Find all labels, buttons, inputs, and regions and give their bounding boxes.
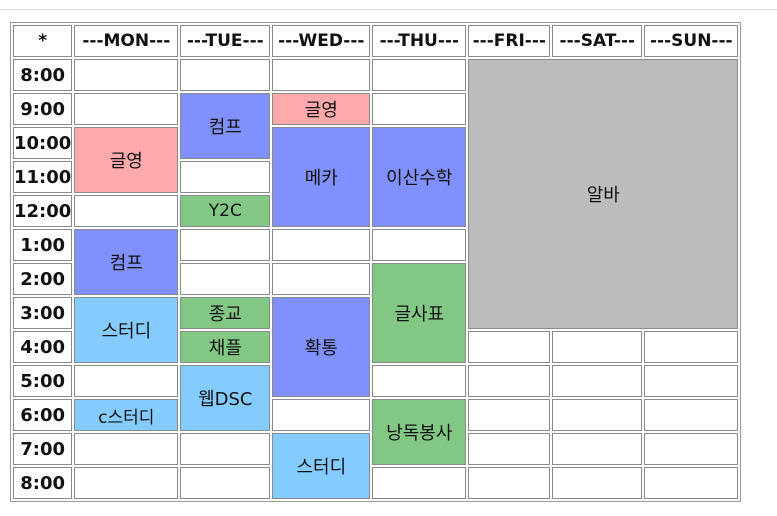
empty-cell: [272, 399, 371, 431]
time-row: 5:00 웹DSC: [13, 365, 739, 431]
day-header-tue: ---TUE---: [180, 25, 271, 57]
event-tue-keompeu: 컴프: [180, 93, 271, 159]
empty-cell: [372, 93, 467, 125]
empty-cell: [372, 59, 467, 91]
empty-cell: [180, 433, 271, 465]
corner-cell: *: [13, 25, 73, 57]
empty-cell: [372, 229, 467, 261]
time-label: 8:00: [13, 59, 73, 91]
day-header-sun: ---SUN---: [644, 25, 739, 57]
time-label: 10:00: [13, 127, 73, 159]
time-row: 9:00 컴프 글영: [13, 93, 738, 159]
day-header-fri: ---FRI---: [468, 25, 551, 57]
empty-cell: [180, 467, 271, 499]
empty-cell: [74, 195, 179, 227]
timetable: * ---MON--- ---TUE--- ---WED--- ---THU--…: [10, 22, 742, 502]
time-row: 8:00: [13, 467, 739, 499]
time-label: 4:00: [13, 331, 73, 363]
empty-cell: [372, 365, 467, 397]
day-header-sat: ---SAT---: [552, 25, 643, 57]
time-label: 9:00: [13, 93, 73, 125]
time-row: 2:00 글사표: [13, 263, 738, 363]
event-thu-nangdok: 낭독봉사: [372, 399, 467, 465]
event-wed-hwaktong: 확통: [272, 297, 371, 397]
empty-cell: [468, 365, 551, 397]
event-mon-seuteodi: 스터디: [74, 297, 179, 363]
event-tue-chaepeul: 채플: [180, 331, 271, 363]
day-header-thu: ---THU---: [372, 25, 467, 57]
empty-cell: [74, 433, 179, 465]
empty-cell: [272, 229, 371, 261]
event-tue-webdsc: 웹DSC: [180, 365, 271, 431]
event-thu-isansuhak: 이산수학: [372, 127, 467, 227]
empty-cell: [644, 331, 739, 363]
event-wed-geulyeong: 글영: [272, 93, 371, 125]
time-row: 4:00 채플: [13, 331, 739, 363]
empty-cell: [180, 161, 271, 193]
time-row: 12:00 Y2C: [13, 195, 738, 227]
event-thu-geulsapyo: 글사표: [372, 263, 467, 363]
empty-cell: [644, 365, 739, 397]
event-mon-cseuteodi: c스터디: [74, 399, 179, 431]
time-label: 2:00: [13, 263, 73, 295]
time-row: 11:00: [13, 161, 738, 193]
page-top-divider: [0, 9, 777, 10]
empty-cell: [644, 467, 739, 499]
event-wed-seuteodi: 스터디: [272, 433, 371, 499]
event-wed-meka: 메카: [272, 127, 371, 227]
empty-cell: [372, 467, 467, 499]
time-row: 3:00 스터디 종교 확통: [13, 297, 738, 397]
empty-cell: [74, 59, 179, 91]
event-tue-y2c: Y2C: [180, 195, 271, 227]
empty-cell: [180, 263, 271, 295]
empty-cell: [272, 263, 371, 295]
event-tue-jonggyo: 종교: [180, 297, 271, 329]
empty-cell: [552, 365, 643, 397]
time-row: 7:00 스터디: [13, 433, 739, 499]
event-alba: 알바: [468, 59, 739, 329]
empty-cell: [180, 59, 271, 91]
empty-cell: [180, 229, 271, 261]
time-row: 1:00 컴프: [13, 229, 738, 295]
time-label: 8:00: [13, 467, 73, 499]
empty-cell: [74, 467, 179, 499]
event-mon-keompeu: 컴프: [74, 229, 179, 295]
empty-cell: [644, 399, 739, 431]
empty-cell: [468, 467, 551, 499]
time-label: 6:00: [13, 399, 73, 431]
empty-cell: [552, 467, 643, 499]
empty-cell: [644, 433, 739, 465]
empty-cell: [468, 399, 551, 431]
time-label: 5:00: [13, 365, 73, 397]
empty-cell: [552, 433, 643, 465]
time-row: 6:00 c스터디 낭독봉사: [13, 399, 739, 465]
time-label: 11:00: [13, 161, 73, 193]
empty-cell: [468, 331, 551, 363]
time-row: 10:00 글영 메카 이산수학: [13, 127, 738, 227]
day-header-mon: ---MON---: [74, 25, 179, 57]
empty-cell: [468, 433, 551, 465]
day-header-wed: ---WED---: [272, 25, 371, 57]
time-label: 7:00: [13, 433, 73, 465]
time-label: 12:00: [13, 195, 73, 227]
time-label: 1:00: [13, 229, 73, 261]
header-row: * ---MON--- ---TUE--- ---WED--- ---THU--…: [13, 25, 739, 57]
event-mon-geulyeong: 글영: [74, 127, 179, 193]
empty-cell: [552, 331, 643, 363]
empty-cell: [552, 399, 643, 431]
empty-cell: [74, 93, 179, 125]
time-row: 8:00 알바: [13, 59, 739, 329]
empty-cell: [74, 365, 179, 397]
time-label: 3:00: [13, 297, 73, 329]
empty-cell: [272, 59, 371, 91]
